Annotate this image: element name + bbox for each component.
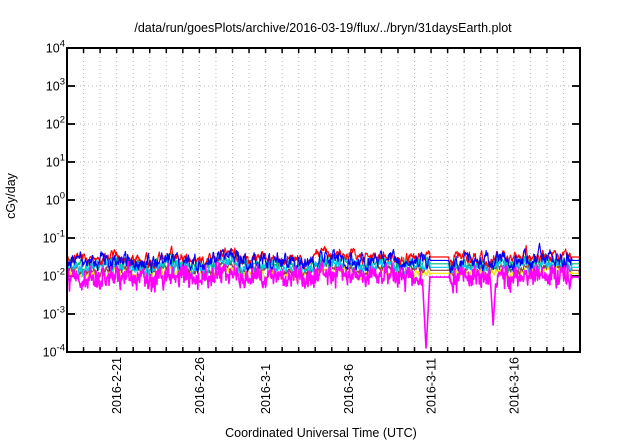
x-axis-title: Coordinated Universal Time (UTC): [225, 426, 417, 440]
y-tick-label: 101: [46, 153, 65, 170]
y-axis-title: cGy/day: [4, 172, 18, 219]
y-tick-label: 10-3: [43, 305, 65, 322]
chart-title: /data/run/goesPlots/archive/2016-03-19/f…: [134, 21, 512, 35]
x-tick-label: 2016-2-21: [110, 357, 124, 414]
y-tick-label: 10-2: [43, 267, 65, 284]
y-tick-label: 104: [46, 39, 65, 56]
x-tick-label: 2016-3-6: [342, 364, 356, 414]
y-tick-label: 10-4: [43, 343, 65, 360]
x-tick-label: 2016-2-26: [193, 357, 207, 414]
plot-border: [66, 47, 581, 353]
y-tick-label: 103: [46, 77, 65, 94]
x-tick-label: 2016-3-1: [259, 364, 273, 414]
series-magenta-line: [66, 260, 581, 349]
series-blue-line: [66, 242, 581, 274]
x-tick-label: 2016-3-16: [507, 357, 521, 414]
x-tick-label: 2016-3-11: [425, 358, 439, 414]
y-tick-label: 100: [46, 191, 65, 208]
y-tick-label: 10-1: [43, 229, 65, 246]
plot-graphics: 104 103 102 101 100 10-1 10-2 10-3 10-4 2016-2-21…: [43, 39, 581, 414]
y-tick-label: 102: [46, 115, 65, 132]
